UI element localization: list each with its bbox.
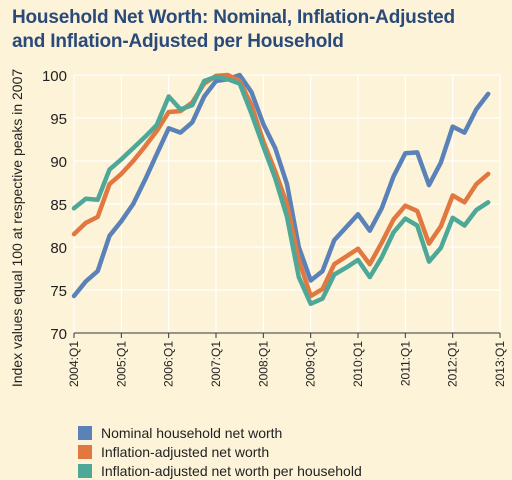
y-tick-label: 95 — [50, 111, 67, 128]
series-line-1 — [71, 72, 491, 299]
legend-item-1: Nominal household net worth — [78, 423, 362, 442]
legend-label: Inflation-adjusted net worth per househo… — [101, 462, 362, 479]
x-tick-label: 2005:Q1 — [114, 341, 128, 387]
series-line-3 — [71, 74, 491, 307]
series-line-2 — [71, 72, 491, 299]
x-tick-label: 2009:Q1 — [304, 341, 318, 387]
gridlines — [73, 74, 501, 334]
legend-label: Nominal household net worth — [101, 424, 283, 441]
line-chart: 70 75 80 85 90 95 100 2004:Q1 2005:Q1 2006:Q1 2007… — [9, 68, 507, 388]
legend-item-2: Inflation-adjusted net worth — [78, 442, 362, 461]
x-tick-label: 2011:Q1 — [398, 341, 412, 386]
x-tick-label: 2004:Q1 — [67, 341, 81, 387]
legend-swatch — [78, 463, 92, 478]
legend-swatch — [78, 444, 92, 459]
y-tick-label: 90 — [50, 154, 67, 171]
series-lines — [71, 72, 491, 307]
legend-swatch — [78, 425, 92, 440]
x-tick-label: 2007:Q1 — [209, 341, 223, 387]
axes: 70 75 80 85 90 95 100 2004:Q1 2005:Q1 2006:Q1 2007… — [42, 68, 507, 387]
chart-title-line-1: Household Net Worth: Nominal, Inflation-… — [12, 7, 455, 28]
legend-item-3: Inflation-adjusted net worth per househo… — [78, 461, 362, 480]
x-tick-label: 2008:Q1 — [256, 341, 270, 387]
y-tick-label: 70 — [50, 326, 67, 343]
x-tick-label: 2013:Q1 — [493, 341, 507, 387]
legend-label: Inflation-adjusted net worth — [101, 443, 270, 460]
chart-title: Household Net Worth: Nominal, Inflation-… — [12, 6, 502, 54]
y-tick-label: 85 — [50, 197, 67, 214]
y-tick-label: 80 — [50, 240, 67, 257]
chart-title-line-2: and Inflation-Adjusted per Household — [12, 31, 344, 52]
x-tick-label: 2012:Q1 — [446, 341, 460, 387]
x-tick-label: 2010:Q1 — [351, 341, 365, 387]
y-tick-label: 75 — [50, 283, 67, 300]
legend: Nominal household net worth Inflation-adj… — [78, 423, 362, 480]
x-tick-label: 2006:Q1 — [162, 341, 176, 387]
y-tick-label: 100 — [42, 68, 67, 85]
y-axis-label: Index values equal 100 at respective pea… — [9, 69, 25, 388]
